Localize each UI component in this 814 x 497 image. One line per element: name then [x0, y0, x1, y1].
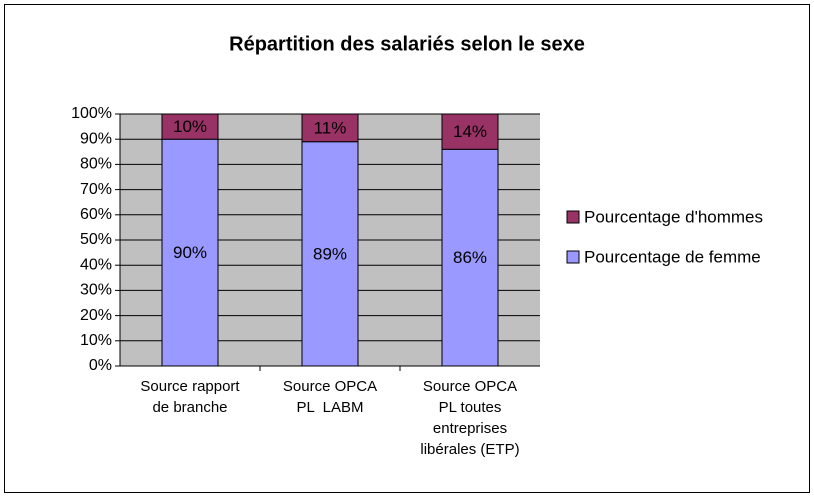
y-tick-label: 0%	[89, 357, 112, 374]
chart-title: Répartition des salariés selon le sexe	[229, 33, 585, 55]
x-tick-label-box: Source OPCA PL toutes entreprises libéra…	[420, 378, 522, 458]
y-tick-label: 100%	[71, 105, 112, 122]
x-tick-label: Source OPCA PL LABM	[282, 378, 382, 416]
bar-segment	[161, 113, 219, 140]
x-tick-label: Source OPCA PL toutes entreprises libéra…	[420, 378, 522, 458]
bar-segment	[441, 148, 499, 367]
y-tick-label: 50%	[80, 231, 112, 248]
y-tick-label: 80%	[80, 156, 112, 173]
x-tick-label: Source rapport de branche	[140, 378, 244, 416]
legend-label: Pourcentage de femme	[584, 247, 761, 266]
y-tick-label: 60%	[80, 206, 112, 223]
legend-swatch	[566, 210, 580, 224]
data-label: 11%	[314, 118, 347, 137]
bar-segment	[301, 113, 359, 143]
y-tick-label: 90%	[80, 130, 112, 147]
data-label: 86%	[453, 248, 487, 267]
x-tick-label-box: Source rapport de branche	[140, 378, 244, 416]
bar-segment	[441, 113, 499, 150]
y-tick-label: 30%	[80, 282, 112, 299]
y-tick-label: 10%	[80, 332, 112, 349]
legend-swatch	[566, 250, 580, 264]
x-tick-label-box: Source OPCA PL LABM	[282, 378, 382, 416]
y-tick-label: 40%	[80, 256, 112, 273]
data-label: 10%	[173, 117, 207, 136]
bar-segment	[161, 138, 219, 367]
data-label: 90%	[173, 243, 207, 262]
y-tick-label: 70%	[80, 181, 112, 198]
data-label: 14%	[453, 122, 487, 141]
data-label: 89%	[313, 244, 347, 263]
y-tick-label: 20%	[80, 307, 112, 324]
legend-label: Pourcentage d'hommes	[584, 207, 763, 226]
